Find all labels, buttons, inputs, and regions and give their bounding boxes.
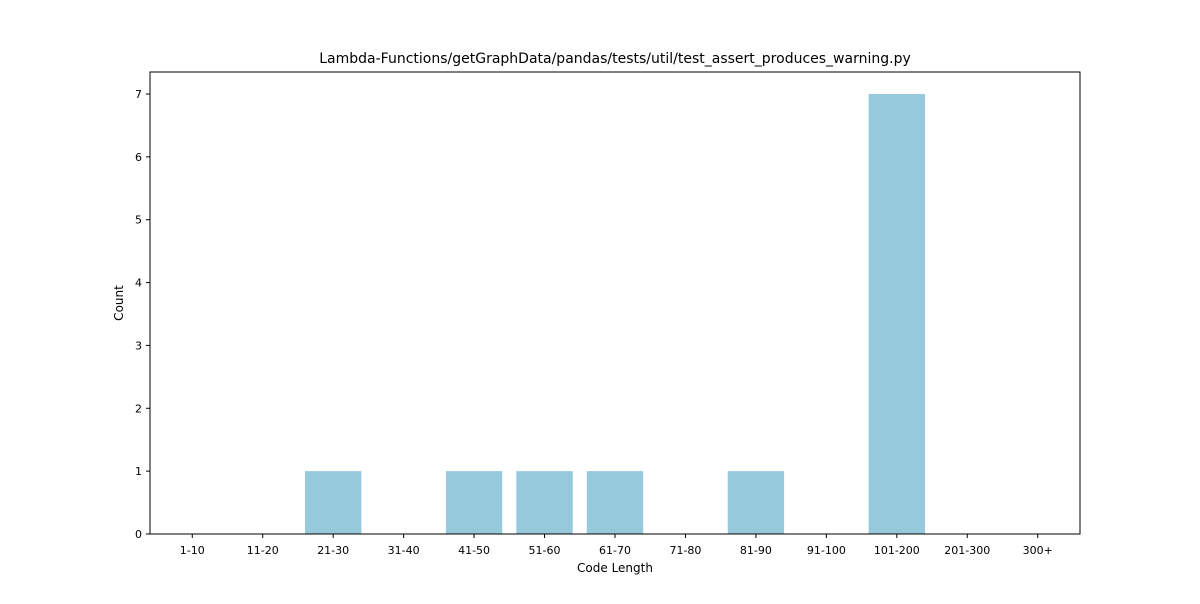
x-tick-label: 1-10 bbox=[180, 544, 205, 557]
y-tick-label: 6 bbox=[135, 151, 142, 164]
y-tick-label: 3 bbox=[135, 339, 142, 352]
x-tick-label: 51-60 bbox=[529, 544, 561, 557]
y-tick-label: 0 bbox=[135, 528, 142, 541]
bar-41-50 bbox=[445, 471, 503, 534]
bar-61-70 bbox=[586, 471, 644, 534]
chart-title: Lambda-Functions/getGraphData/pandas/tes… bbox=[319, 51, 911, 67]
bars-layer bbox=[305, 94, 925, 534]
x-tick-label: 61-70 bbox=[599, 544, 631, 557]
x-tick-label: 101-200 bbox=[874, 544, 920, 557]
x-tick-label: 91-100 bbox=[807, 544, 846, 557]
x-tick-label: 41-50 bbox=[458, 544, 490, 557]
y-tick-label: 4 bbox=[135, 277, 142, 290]
x-tick-label: 81-90 bbox=[740, 544, 772, 557]
bar-101-200 bbox=[868, 94, 925, 534]
plot-frame bbox=[149, 71, 1081, 535]
y-tick-label: 2 bbox=[135, 402, 142, 415]
x-tick-label: 11-20 bbox=[247, 544, 279, 557]
x-tick-label: 21-30 bbox=[317, 544, 349, 557]
y-tick-label: 5 bbox=[135, 214, 142, 227]
bar-51-60 bbox=[516, 471, 573, 534]
y-axis-ticks: 0 1 2 3 4 5 6 7 bbox=[135, 88, 150, 541]
y-tick-label: 7 bbox=[135, 88, 142, 101]
x-axis-label: Code Length bbox=[577, 561, 653, 575]
x-axis-ticks: 1-10 11-20 21-30 31-40 41-50 51-60 61-70 71-80 8… bbox=[180, 534, 1053, 557]
x-tick-label: 201-300 bbox=[944, 544, 990, 557]
x-tick-label: 31-40 bbox=[388, 544, 420, 557]
x-tick-label: 300+ bbox=[1023, 544, 1053, 557]
y-tick-label: 1 bbox=[135, 465, 142, 478]
bar-81-90 bbox=[727, 471, 785, 534]
x-tick-label: 71-80 bbox=[669, 544, 701, 557]
y-axis-label: Count bbox=[112, 285, 126, 321]
bar-21-30 bbox=[305, 471, 362, 534]
